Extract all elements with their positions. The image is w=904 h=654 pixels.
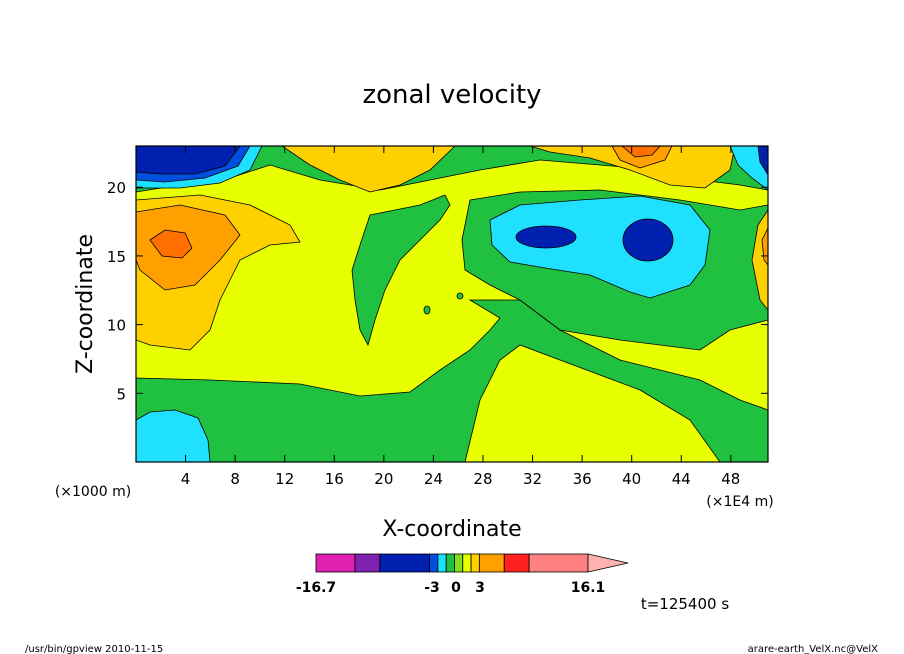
colorbar-segment <box>315 553 356 573</box>
y-axis-label: Z-coordinate <box>73 234 98 374</box>
y-tick-label: 10 <box>107 317 126 335</box>
contour-navy-top-left <box>136 146 241 175</box>
contour-blue-left <box>515 225 577 249</box>
colorbar-segment <box>503 553 530 573</box>
colorbar-label-0: 0 <box>451 580 461 596</box>
colorbar-segment <box>379 553 431 573</box>
chart-title: zonal velocity <box>362 80 541 110</box>
y-tick-label: 20 <box>107 179 126 197</box>
contour-blue-top-right <box>757 146 768 176</box>
y-tick-label: 5 <box>116 385 126 403</box>
colorbar-segment <box>445 553 455 573</box>
contour-speck-1 <box>423 305 431 315</box>
x-tick-label: 32 <box>523 470 542 488</box>
colorbar-min-label: -16.7 <box>296 580 336 596</box>
colorbar-segment <box>437 553 447 573</box>
x-tick-label: 8 <box>230 470 240 488</box>
colorbar-segment <box>470 553 480 573</box>
x-tick-label: 44 <box>672 470 691 488</box>
x-tick-label: 36 <box>573 470 592 488</box>
x-tick-label: 12 <box>275 470 294 488</box>
footer-left: /usr/bin/gpview 2010-11-15 <box>25 644 163 654</box>
x-tick-label: 48 <box>721 470 740 488</box>
x-tick-label: 24 <box>424 470 443 488</box>
x-tick-label: 20 <box>374 470 393 488</box>
contour-green-strand <box>351 194 451 347</box>
colorbar-segment <box>462 553 472 573</box>
contour-speck-2 <box>456 292 464 300</box>
y-tick-label: 15 <box>107 248 126 266</box>
contour-blue-right <box>622 218 674 262</box>
colorbar-label-neg3: -3 <box>424 580 440 596</box>
x-tick-label: 40 <box>622 470 641 488</box>
x-tick-label: 16 <box>325 470 344 488</box>
contour-red-left-core <box>149 229 193 259</box>
footer-right: arare-earth_VelX.nc@VelX <box>748 644 879 654</box>
y-scale-note: (×1000 m) <box>55 484 131 500</box>
colorbar-segment <box>528 553 589 573</box>
contour-cyan-top-right <box>729 146 768 191</box>
plot-frame <box>135 145 769 463</box>
x-tick-label: 28 <box>473 470 492 488</box>
colorbar-segment <box>478 553 505 573</box>
contour-green-bottom <box>136 299 768 462</box>
x-axis-label: X-coordinate <box>382 517 521 542</box>
colorbar <box>315 553 629 573</box>
colorbar-label-3: 3 <box>475 580 485 596</box>
contour-cyan-bottom-left <box>136 409 211 462</box>
contour-orange-core-top-right <box>611 146 673 169</box>
contour-orange-top-center <box>281 146 456 193</box>
x-tick-label: 4 <box>181 470 191 488</box>
y-axis-ticks: 5 10 15 20 <box>107 179 768 403</box>
contour-field <box>136 146 768 462</box>
x-scale-note: (×1E4 m) <box>706 494 773 510</box>
contour-orange-right-edge <box>751 209 768 311</box>
colorbar-segment <box>429 553 439 573</box>
colorbar-segment <box>354 553 381 573</box>
colorbar-segment <box>454 553 464 573</box>
colorbar-max-label: 16.1 <box>571 580 606 596</box>
colorbar-extend-arrow <box>587 553 629 573</box>
time-annotation: t=125400 s <box>641 595 729 613</box>
x-axis-ticks: 4 8 12 16 20 24 28 32 36 40 44 48 <box>181 146 740 488</box>
